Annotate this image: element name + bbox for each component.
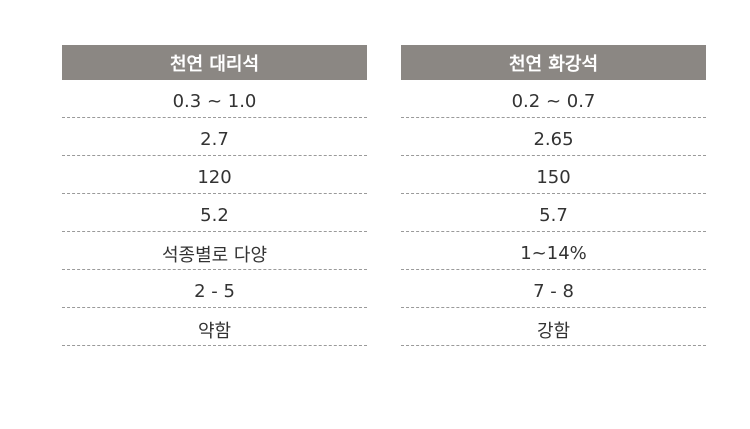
table-cell: 5.2 [62,194,367,232]
table-cell: 7 - 8 [401,270,706,308]
table-cell: 석종별로 다양 [62,232,367,270]
table-cell: 약함 [62,308,367,346]
table-cell: 120 [62,156,367,194]
table-header: 천연 화강석 [401,45,706,80]
table-cell: 강함 [401,308,706,346]
table-cell: 2 - 5 [62,270,367,308]
table: 천연 대리석 0.3 ~ 1.0 2.7 120 5.2 석종별로 다양 2 - 5 약함 [62,45,367,346]
table-cell: 1~14% [401,232,706,270]
table-cell: 2.7 [62,118,367,156]
table-cell: 0.3 ~ 1.0 [62,80,367,118]
table-cell: 2.65 [401,118,706,156]
table-cell: 0.2 ~ 0.7 [401,80,706,118]
table-header: 천연 대리석 [62,45,367,80]
table-cell: 5.7 [401,194,706,232]
table: 천연 화강석 0.2 ~ 0.7 2.65 150 5.7 1~14% 7 - 8 강함 [401,45,706,346]
table-cell: 150 [401,156,706,194]
